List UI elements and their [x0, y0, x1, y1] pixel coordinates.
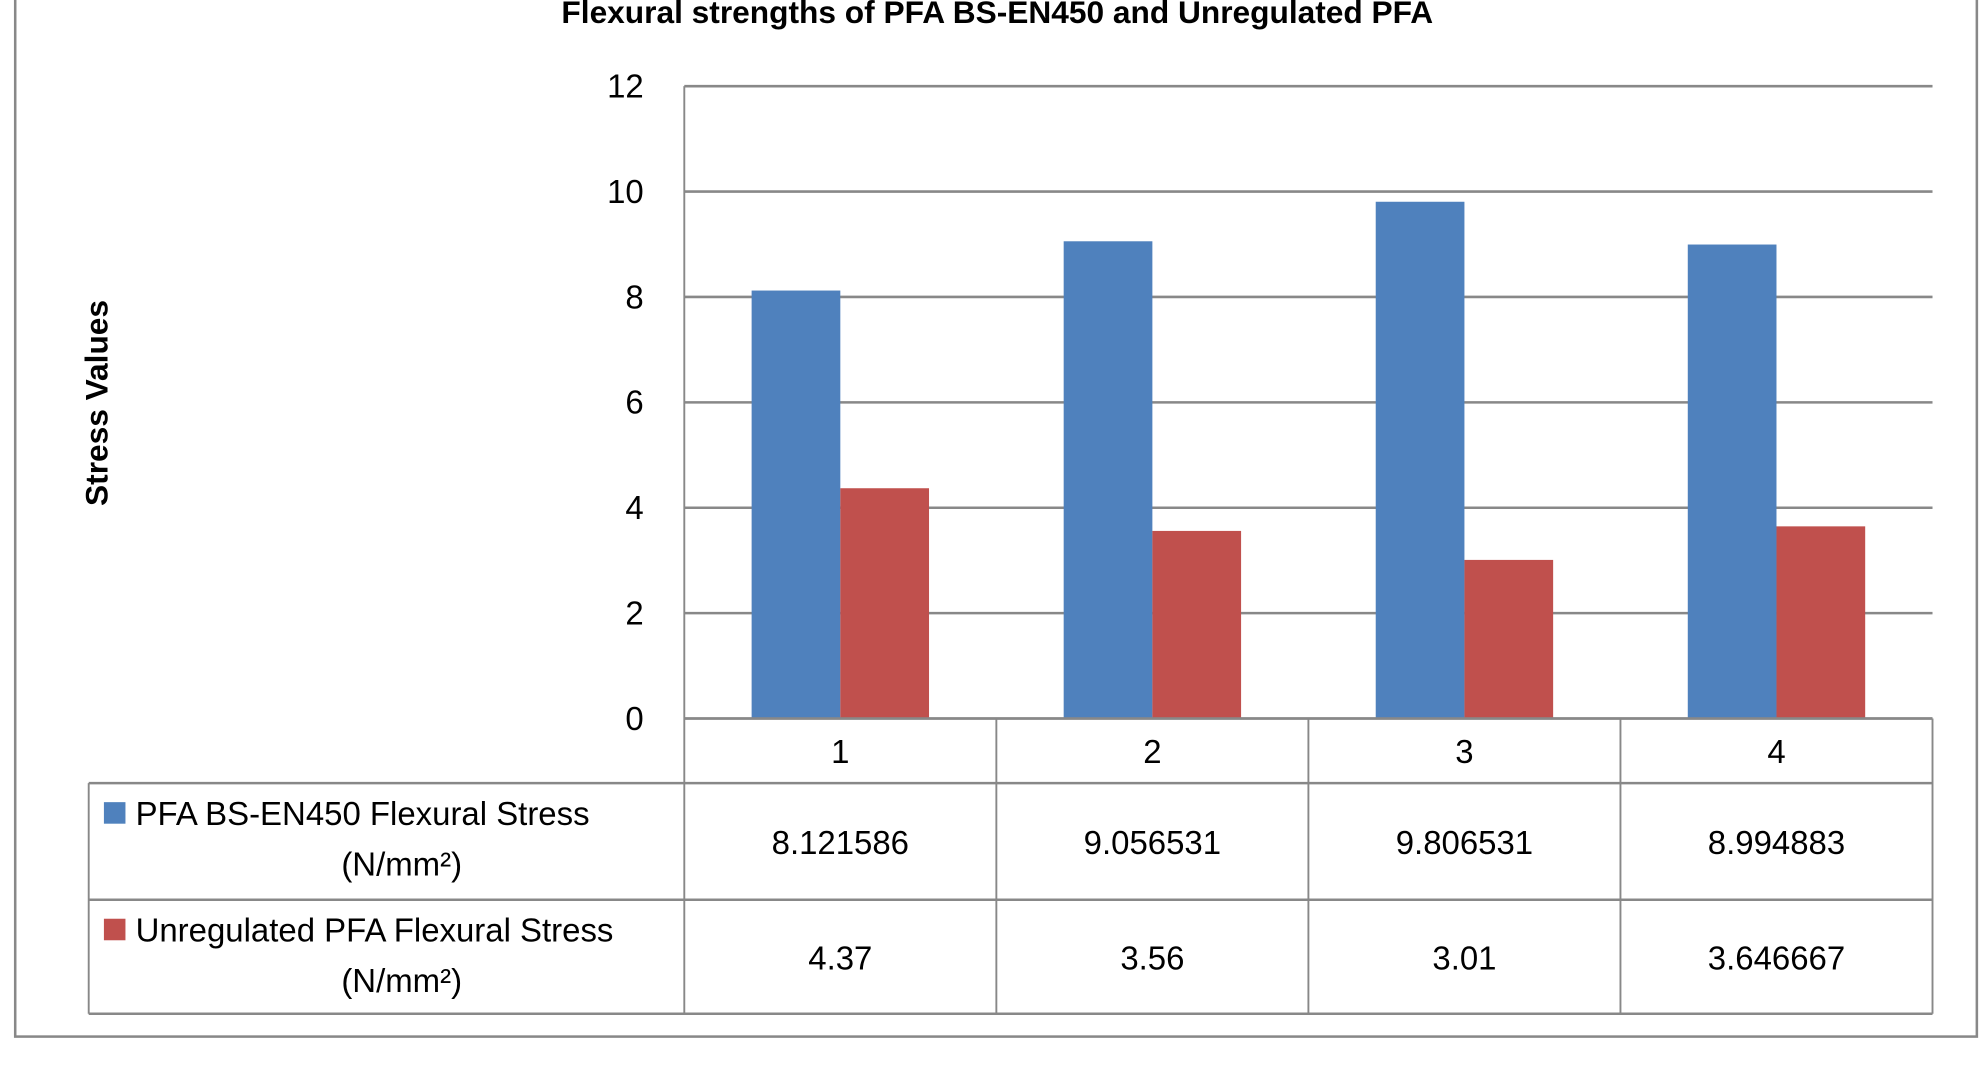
- legend-label: Unregulated PFA Flexural Stress: [136, 912, 614, 949]
- legend-swatch: [103, 802, 126, 824]
- y-tick-label: 4: [625, 489, 643, 526]
- y-tick-label: 6: [625, 384, 643, 421]
- x-tick-label: 4: [1767, 733, 1785, 770]
- y-tick-label: 12: [607, 68, 644, 105]
- bar-unregulated-pfa-3: [1464, 559, 1554, 719]
- bar-pfa-bs-en450-1: [751, 290, 841, 719]
- y-tick-label: 2: [625, 595, 643, 632]
- table-cell-value: 3.01: [1432, 939, 1496, 976]
- legend-swatch: [103, 918, 126, 941]
- bar-unregulated-pfa-1: [840, 488, 930, 719]
- bar-pfa-bs-en450-4: [1687, 244, 1777, 719]
- table-cell-value: 3.646667: [1708, 939, 1845, 976]
- y-axis-label: Stress Values: [79, 300, 115, 506]
- table-cell-value: 4.37: [808, 939, 872, 976]
- x-tick-label: 3: [1455, 733, 1473, 770]
- bar-unregulated-pfa-2: [1152, 530, 1242, 719]
- table-cell-value: 8.121586: [772, 824, 909, 861]
- legend-label: PFA BS-EN450 Flexural Stress: [136, 795, 590, 832]
- x-tick-label: 1: [831, 733, 849, 770]
- chart-title: Flexural strengths of PFA BS-EN450 and U…: [561, 0, 1433, 30]
- table-cell-value: 3.56: [1120, 939, 1184, 976]
- table-cell-value: 9.056531: [1084, 824, 1221, 861]
- bar-unregulated-pfa-4: [1776, 526, 1866, 719]
- table-cell-value: 8.994883: [1708, 824, 1845, 861]
- legend-unit: (N/mm²): [341, 846, 462, 883]
- table-cell-value: 9.806531: [1396, 824, 1533, 861]
- y-tick-label: 0: [625, 700, 643, 737]
- x-tick-label: 2: [1143, 733, 1161, 770]
- legend-unit: (N/mm²): [341, 962, 462, 999]
- bar-pfa-bs-en450-2: [1063, 241, 1153, 719]
- bar-pfa-bs-en450-3: [1375, 201, 1465, 719]
- y-tick-label: 10: [607, 173, 644, 210]
- y-tick-label: 8: [625, 278, 643, 315]
